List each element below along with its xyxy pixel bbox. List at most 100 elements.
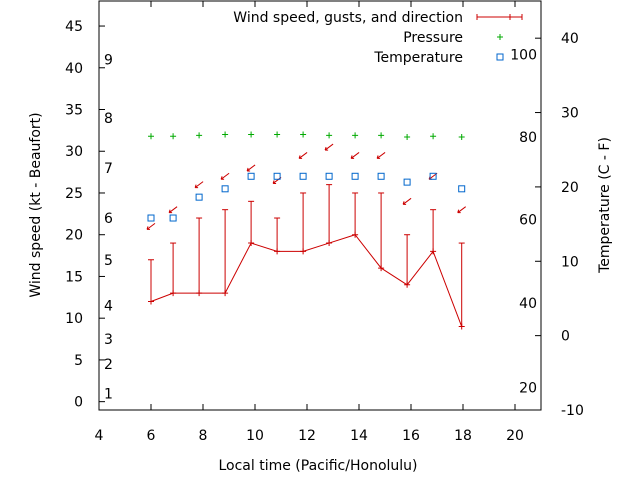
x-tick-label: 14 [350,428,368,444]
temperature-point [458,185,466,193]
temperature-point [247,172,255,180]
legend-temperature-label: Temperature [373,50,463,66]
wind-direction-arrow [457,206,466,214]
pressure-point [170,133,177,140]
y-tick-label: 30 [65,144,83,160]
wind-speed-point [378,265,385,272]
y2-tick-label: 10 [561,254,579,270]
fahrenheit-label: 80 [519,130,537,146]
y2-tick-label: 0 [561,329,570,345]
wind-speed-point [352,231,359,238]
beaufort-label: 2 [104,357,113,373]
wind-speed-point [222,290,229,297]
wind-direction-arrow [246,164,256,172]
pressure-point [222,131,229,138]
y2-tick-label: 30 [561,106,579,122]
pressure-point [248,131,255,138]
temperature-point [351,172,359,180]
beaufort-label: 4 [104,299,113,315]
y-tick-label: 15 [65,269,83,285]
y-tick-label: 5 [74,353,83,369]
y-tick-label: 35 [65,103,83,119]
y2-tick-label: -10 [561,403,584,419]
legend-wind-marker [507,14,513,20]
beaufort-label: 1 [104,386,113,402]
beaufort-label: 5 [104,253,113,269]
wind-speed-point [196,290,203,297]
wind-speed-point [148,298,154,305]
beaufort-label: 3 [104,332,113,348]
temperature-point [377,172,385,180]
y2-axis-label: Temperature (C - F) [597,137,613,274]
temperature-point [169,214,177,222]
legend-pressure-label: Pressure [403,30,463,46]
pressure-point [148,133,154,140]
wind-speed-point [248,240,255,247]
wind-speed-point [430,248,437,255]
pressure-point [274,131,281,138]
legend-temperature-marker [496,53,504,61]
pressure-point [196,132,203,139]
pressure-point [458,134,465,141]
wind-speed-point [300,248,307,255]
beaufort-label: 9 [104,52,113,68]
beaufort-label: 7 [104,161,113,177]
wind-speed-point [274,248,281,255]
pressure-point [430,133,437,140]
wind-direction-arrow [220,172,230,180]
wind-direction-arrow [324,143,334,151]
wind-direction-arrow [402,197,412,205]
x-axis-label: Local time (Pacific/Honolulu) [218,458,417,474]
pressure-point [404,134,411,141]
y-tick-label: 10 [65,311,83,327]
wind-direction-arrow [168,206,178,214]
wind-direction-arrow [350,152,360,159]
y-tick-label: 0 [74,395,83,411]
beaufort-label: 6 [104,211,113,227]
wind-direction-arrow [298,152,308,159]
pressure-point [326,132,333,139]
fahrenheit-label: 100 [510,48,537,64]
pressure-point [352,132,359,139]
wind-speed-line [150,234,463,327]
wind-speed-point [458,323,465,330]
temperature-point [325,172,333,180]
temperature-point [299,172,307,180]
pressure-point [300,131,307,138]
y-tick-label: 25 [65,186,83,202]
y-tick-label: 40 [65,61,83,77]
x-tick-label: 20 [506,428,524,444]
wind-speed-point [404,281,411,288]
fahrenheit-label: 60 [519,213,537,229]
temperature-point [147,214,155,222]
beaufort-label: 8 [104,111,113,127]
wind-direction-arrow [194,181,204,189]
plot-frame [98,0,542,411]
wind-direction-arrow [376,152,386,159]
legend-wind-label: Wind speed, gusts, and direction [233,10,463,26]
wind-direction-arrow [146,222,156,230]
y-axis-label: Wind speed (kt - Beaufort) [28,112,44,297]
x-tick-label: 18 [454,428,472,444]
temperature-point [273,172,281,180]
temperature-point [429,172,437,180]
x-tick-label: 10 [246,428,264,444]
y-tick-label: 45 [65,19,83,35]
pressure-point [378,132,385,139]
y-tick-label: 20 [65,228,83,244]
wind-speed-point [170,290,177,297]
temperature-point [195,193,203,201]
wind-speed-point [326,240,333,247]
legend-pressure-marker [497,34,503,40]
x-tick-label: 12 [298,428,316,444]
x-tick-label: 6 [147,428,156,444]
fahrenheit-label: 20 [519,381,537,397]
y2-tick-label: 20 [561,180,579,196]
fahrenheit-label: 40 [519,296,537,312]
y2-tick-label: 40 [561,31,579,47]
temperature-point [221,185,229,193]
x-tick-label: 16 [402,428,420,444]
x-tick-label: 4 [95,428,104,444]
